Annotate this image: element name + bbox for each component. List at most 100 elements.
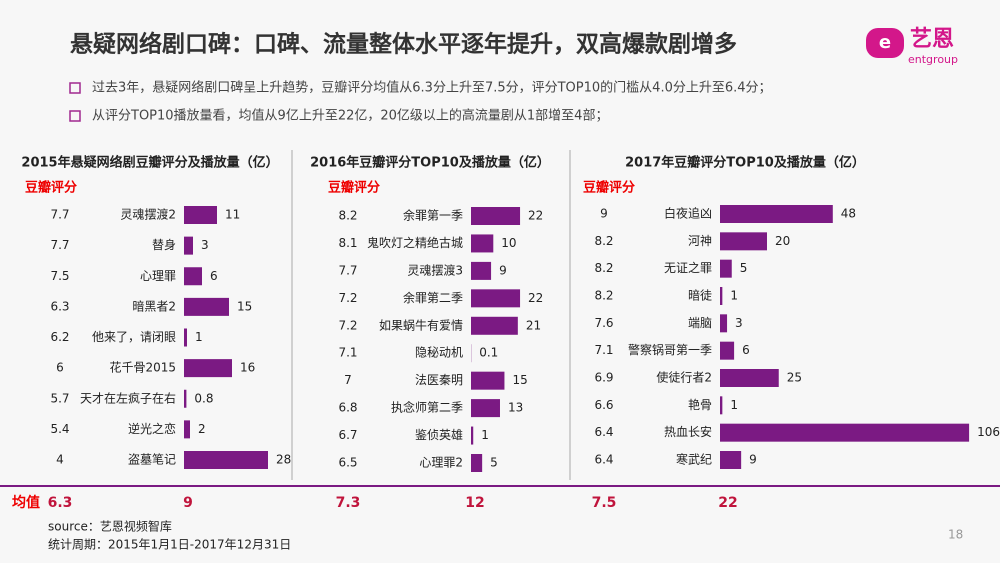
average-value: 22 — [718, 495, 737, 511]
bullet-icon — [69, 110, 81, 122]
score-label: 豆瓣评分 — [328, 180, 380, 196]
bar — [184, 297, 229, 316]
bar — [184, 420, 190, 439]
score: 6.3 — [50, 299, 69, 313]
value-label: 25 — [787, 371, 802, 385]
score: 7 — [344, 373, 352, 387]
bar — [720, 451, 742, 469]
score: 7.2 — [338, 318, 357, 332]
category-label: 余罪第一季 — [403, 208, 463, 223]
category-label: 暗徒 — [688, 288, 712, 303]
bar — [184, 389, 187, 408]
bar — [184, 451, 268, 469]
value-label: 22 — [528, 209, 543, 223]
category-label: 河神 — [688, 234, 712, 248]
slide-title: 悬疑网络剧口碑：口碑、流量整体水平逐年提升，双高爆款剧增多 — [70, 31, 737, 58]
value-label: 21 — [526, 318, 541, 332]
bullet: 过去3年，悬疑网络剧口碑呈上升趋势，豆瓣评分均值从6.3分上升至7.5分，评分T… — [92, 80, 772, 96]
value-label: 9 — [499, 263, 507, 277]
logo-icon — [866, 28, 904, 58]
bullet: 从评分TOP10播放量看，均值从9亿上升至22亿，20亿级以上的高流量剧从1部增… — [92, 108, 608, 124]
score: 6.4 — [594, 453, 613, 467]
category-label: 使徒行者2 — [656, 370, 712, 385]
score-label: 豆瓣评分 — [583, 180, 635, 196]
chart-title: 2017年豆瓣评分TOP10及播放量（亿） — [625, 155, 865, 171]
value-label: 16 — [240, 361, 255, 375]
category-label: 逆光之恋 — [128, 421, 176, 436]
category-label: 他来了，请闭眼 — [92, 330, 176, 344]
category-label: 端脑 — [688, 316, 712, 330]
category-label: 法医秦明 — [415, 373, 463, 387]
average-score: 7.3 — [336, 495, 361, 511]
score: 7.6 — [594, 316, 613, 330]
score: 8.2 — [594, 289, 613, 303]
category-label: 热血长安 — [664, 424, 712, 439]
score: 6 — [56, 361, 64, 375]
bar — [720, 287, 723, 305]
category-label: 鉴侦英雄 — [415, 427, 463, 442]
bar — [720, 205, 833, 223]
bar — [471, 371, 505, 390]
period: 统计周期：2015年1月1日-2017年12月31日 — [48, 538, 291, 552]
value-label: 106 — [977, 425, 1000, 439]
bar — [471, 426, 474, 445]
score-label: 豆瓣评分 — [25, 180, 77, 196]
bar — [471, 399, 500, 418]
average-score: 7.5 — [592, 495, 617, 511]
chart-title: 2015年悬疑网络剧豆瓣评分及播放量（亿） — [21, 155, 278, 171]
chart-title: 2016年豆瓣评分TOP10及播放量（亿） — [310, 155, 550, 171]
bar — [184, 236, 193, 255]
bar — [720, 232, 767, 251]
category-label: 鬼吹灯之精绝古城 — [367, 235, 463, 250]
logo-sub: entgroup — [908, 53, 958, 66]
bar — [720, 314, 728, 333]
value-label: 11 — [225, 208, 240, 222]
score: 7.1 — [338, 346, 357, 360]
category-label: 天才在左疯子在右 — [80, 390, 176, 405]
category-label: 灵魂摆渡3 — [407, 262, 463, 277]
value-label: 3 — [201, 238, 209, 252]
category-label: 寒武纪 — [676, 452, 712, 467]
average-label: 均值 — [12, 494, 40, 511]
value-label: 5 — [490, 456, 498, 470]
value-label: 2 — [198, 422, 206, 436]
score: 8.2 — [594, 261, 613, 275]
category-label: 盗墓笔记 — [128, 452, 176, 467]
score: 8.1 — [338, 236, 357, 250]
score: 7.7 — [50, 208, 69, 222]
category-label: 隐秘动机 — [415, 346, 463, 360]
value-label: 13 — [508, 401, 523, 415]
category-label: 余罪第二季 — [403, 290, 463, 305]
value-label: 9 — [749, 453, 757, 467]
score: 7.1 — [594, 343, 613, 357]
score: 7.5 — [50, 269, 69, 283]
value-label: 48 — [841, 207, 856, 221]
value-label: 6 — [210, 269, 218, 283]
bar — [471, 316, 518, 335]
value-label: 28 — [276, 453, 291, 467]
category-label: 暗黑者2 — [132, 298, 176, 313]
category-label: 艳骨 — [688, 397, 712, 412]
score: 6.4 — [594, 425, 613, 439]
bar — [184, 359, 232, 378]
bar — [471, 234, 494, 253]
logo-e: e — [879, 32, 891, 53]
category-label: 如果蜗牛有爱情 — [379, 317, 463, 332]
bar — [184, 267, 202, 286]
category-label: 白夜追凶 — [664, 206, 712, 221]
bar — [720, 396, 723, 415]
category-label: 替身 — [152, 237, 176, 252]
bar — [720, 423, 970, 442]
bar — [471, 207, 521, 225]
score: 8.2 — [594, 234, 613, 248]
category-label: 心理罪2 — [419, 456, 463, 470]
bar — [720, 259, 732, 278]
value-label: 1 — [195, 330, 203, 344]
score: 6.5 — [338, 456, 357, 470]
value-label: 0.8 — [194, 391, 213, 405]
category-label: 警察锅哥第一季 — [628, 342, 712, 357]
bar — [720, 341, 735, 360]
score: 8.2 — [338, 209, 357, 223]
bar — [471, 454, 483, 472]
